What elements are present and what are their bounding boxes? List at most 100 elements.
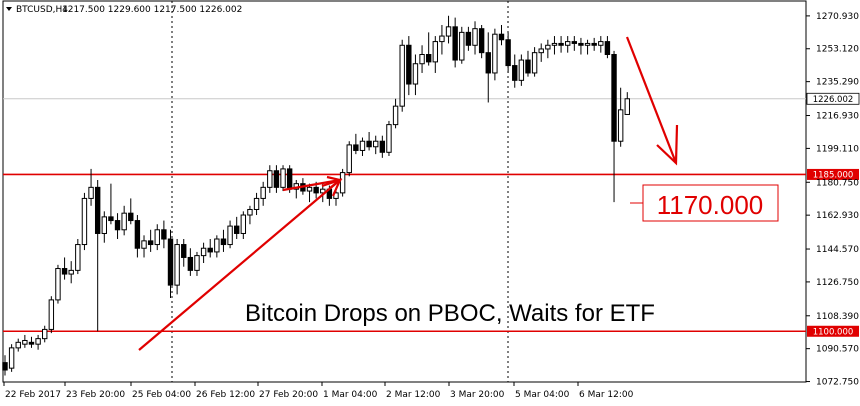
candle-body — [598, 41, 604, 46]
candle-body — [167, 238, 174, 286]
candle-body — [108, 216, 114, 222]
candle-body — [399, 44, 405, 107]
candle — [551, 36, 558, 55]
candle-body — [624, 98, 630, 115]
x-tick-label: 22 Feb 2017 — [5, 390, 61, 400]
candle-body — [267, 170, 273, 188]
candle — [167, 229, 174, 299]
candle — [174, 239, 180, 295]
candle-body — [147, 240, 154, 246]
candle-body — [465, 31, 472, 46]
candle — [147, 229, 154, 252]
y-tick-label: 1144.570 — [816, 245, 859, 255]
candle-body — [346, 144, 352, 174]
candle-body — [154, 229, 160, 246]
candle-body — [558, 42, 564, 46]
candle-body — [425, 54, 432, 63]
candle — [267, 165, 273, 193]
candle — [412, 54, 419, 96]
candlestick-series — [2, 15, 630, 376]
candle — [505, 32, 511, 73]
candle — [227, 220, 233, 249]
candle-body — [617, 109, 624, 142]
candle-body — [2, 362, 8, 371]
candle — [81, 192, 88, 251]
candle-body — [518, 59, 525, 81]
candle-body — [75, 244, 81, 271]
candle-body — [94, 186, 101, 234]
candle-body — [584, 42, 591, 46]
candle — [94, 179, 101, 332]
current-price-tag: 1226.002 — [806, 92, 860, 105]
candle — [624, 92, 630, 115]
candle — [565, 36, 571, 53]
candle-body — [498, 33, 505, 41]
candle — [306, 183, 313, 203]
candle — [68, 261, 74, 284]
candle — [617, 87, 624, 147]
level-price-tag — [807, 168, 859, 180]
candle — [353, 133, 359, 155]
candle — [2, 355, 8, 376]
candle-body — [253, 197, 260, 210]
candle — [154, 224, 160, 251]
candle — [611, 50, 617, 203]
candle-body — [320, 188, 326, 194]
candle-body — [412, 63, 419, 85]
candle-body — [234, 225, 240, 234]
candle-body — [128, 212, 134, 222]
candle — [42, 325, 48, 343]
candle-body — [525, 59, 531, 74]
y-tick-label: 1126.750 — [816, 278, 859, 288]
candle-body — [286, 168, 293, 190]
candle — [247, 205, 253, 225]
candle — [584, 39, 591, 55]
candle-body — [22, 339, 28, 345]
candle-body — [578, 42, 584, 46]
candle-body — [8, 347, 15, 369]
candle — [545, 39, 551, 59]
y-tick-label: 1235.290 — [816, 78, 859, 88]
candle — [366, 131, 372, 151]
candle-body — [187, 256, 194, 271]
down-arrow — [625, 36, 678, 164]
candle-body — [386, 124, 392, 153]
y-tick-label: 1180.750 — [816, 178, 859, 188]
x-tick-label: 6 Mar 12:00 — [579, 390, 634, 400]
down-arrow-head — [656, 124, 679, 166]
candle-body — [280, 168, 286, 188]
candle — [121, 205, 127, 236]
y-tick-label: 1253.120 — [816, 45, 859, 55]
target-price-label: 1170.000 — [657, 190, 764, 220]
x-tick-label: 2 Mar 12:00 — [386, 390, 441, 400]
candle-body — [247, 208, 253, 216]
candle-body — [512, 65, 518, 81]
candle — [359, 137, 366, 156]
candle-body — [161, 229, 167, 240]
candle — [465, 26, 472, 51]
candle — [253, 192, 260, 216]
candle-body — [240, 214, 247, 234]
candle — [419, 45, 425, 73]
candle-body — [68, 269, 74, 275]
candle-body — [88, 186, 94, 199]
candle — [379, 135, 386, 158]
candle — [22, 334, 28, 348]
candle — [492, 28, 498, 81]
y-tick-label: 1108.390 — [816, 312, 859, 322]
candle-body — [121, 212, 127, 231]
candle — [273, 165, 280, 193]
candle-body — [174, 244, 180, 286]
candle-body — [531, 52, 538, 74]
candle-body — [459, 31, 465, 61]
candle — [134, 215, 141, 258]
candle-body — [194, 255, 200, 271]
candle — [339, 168, 346, 197]
candle-body — [359, 140, 366, 151]
symbol-dropdown-icon[interactable] — [6, 7, 12, 11]
candle — [108, 183, 114, 225]
candle-body — [538, 48, 544, 54]
candle — [35, 334, 41, 350]
candle-body — [406, 44, 412, 85]
